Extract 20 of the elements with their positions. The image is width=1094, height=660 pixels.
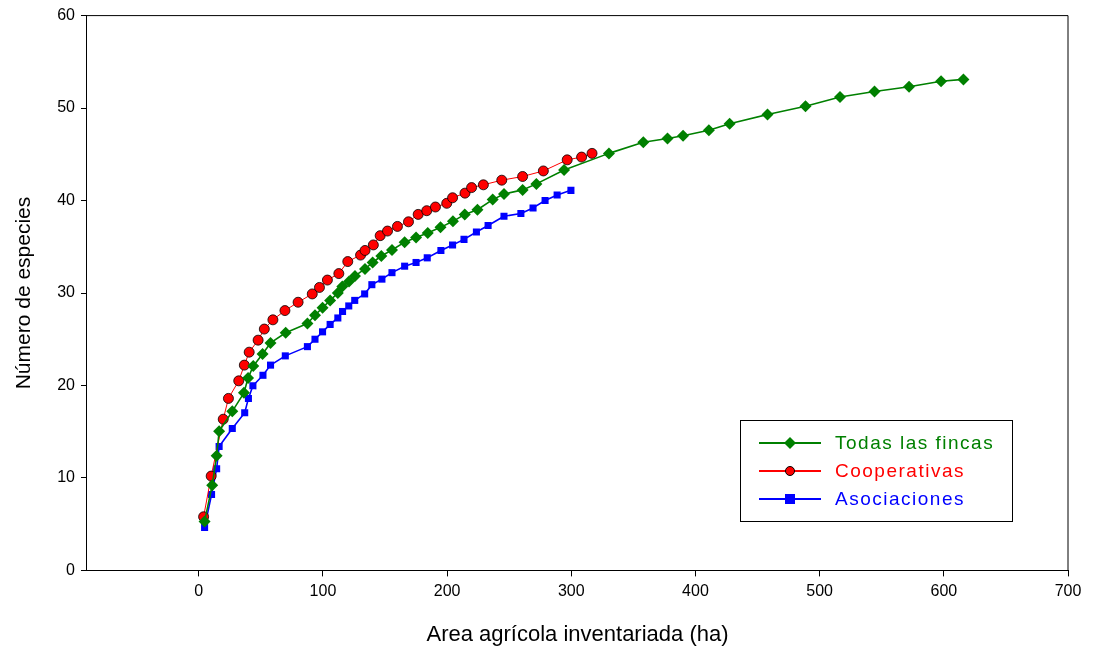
- x-tick-label: 500: [806, 582, 834, 600]
- x-tick-label: 600: [930, 582, 958, 600]
- y-tick-label: 40: [57, 190, 76, 208]
- y-tick-label: 30: [57, 283, 76, 301]
- x-tick-label: 700: [1054, 582, 1082, 600]
- x-tick-label: 400: [682, 582, 709, 600]
- y-tick-label: 60: [57, 6, 76, 24]
- y-tick-label: 20: [57, 375, 76, 393]
- x-tick-label: 200: [433, 582, 461, 600]
- legend-label: Cooperativas: [835, 460, 965, 483]
- legend-label: Todas las fincas: [835, 432, 995, 455]
- y-tick-label: 10: [57, 468, 76, 486]
- x-tick-label: 300: [557, 582, 585, 600]
- y-axis-title: Número de especies: [11, 196, 35, 390]
- y-tick-label: 0: [66, 560, 76, 578]
- x-tick-label: 100: [309, 582, 337, 600]
- y-tick-label: 50: [57, 98, 76, 116]
- legend-label: Asociaciones: [835, 488, 965, 511]
- x-axis-title: Area agrícola inventariada (ha): [426, 620, 729, 646]
- x-tick-label: 0: [194, 582, 204, 600]
